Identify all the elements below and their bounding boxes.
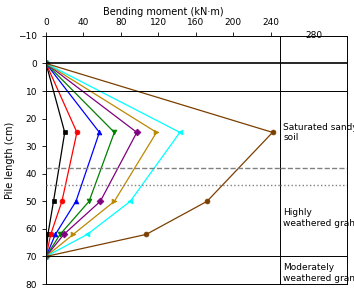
Text: 280: 280 bbox=[305, 31, 322, 40]
Y-axis label: Pile length (cm): Pile length (cm) bbox=[5, 121, 15, 199]
X-axis label: Bending moment (kN·m): Bending moment (kN·m) bbox=[103, 7, 223, 17]
Text: Saturated sandy
soil: Saturated sandy soil bbox=[284, 123, 354, 142]
Text: Moderately
weathered granite: Moderately weathered granite bbox=[284, 263, 354, 283]
Text: Highly
weathered grahite: Highly weathered grahite bbox=[284, 208, 354, 228]
